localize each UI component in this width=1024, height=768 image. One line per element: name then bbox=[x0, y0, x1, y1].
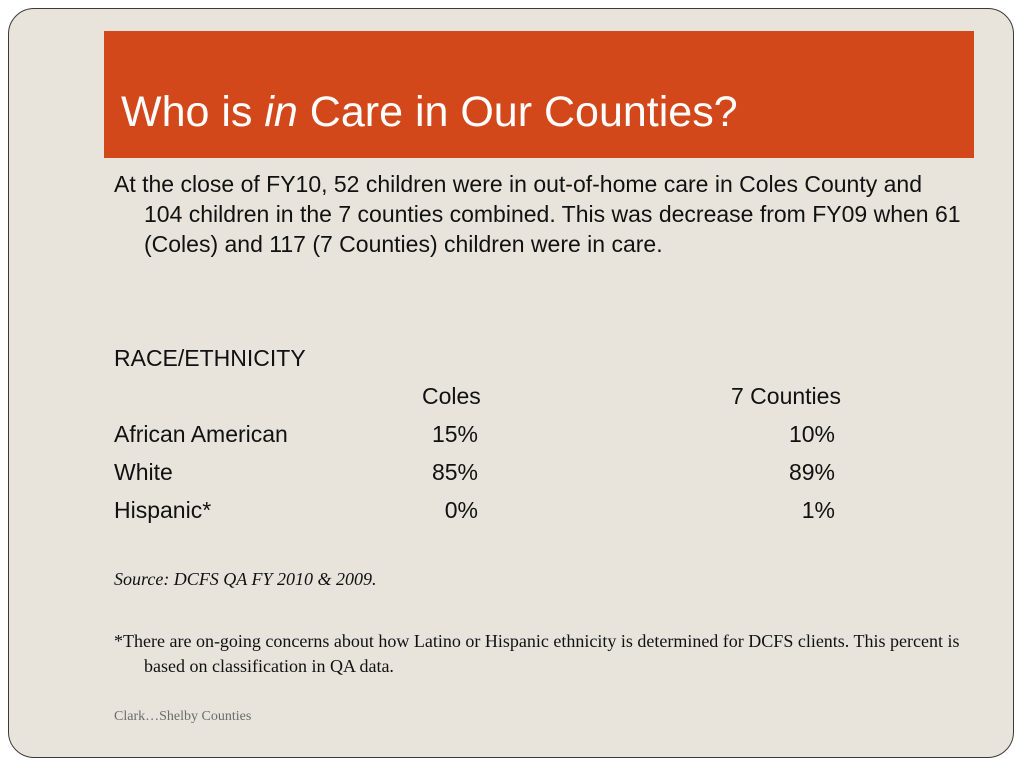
slide-title: Who is in Care in Our Counties? bbox=[121, 91, 738, 134]
column-header-7-counties: 7 Counties bbox=[731, 383, 841, 409]
table-row: African American 15% 10% bbox=[114, 415, 964, 453]
slide: Who is in Care in Our Counties? At the c… bbox=[8, 8, 1014, 758]
intro-emphasis: decrease bbox=[658, 201, 754, 227]
intro-text-part2: from FY09 when 61 (Coles) and 117 (7 Cou… bbox=[144, 201, 961, 257]
slide-body: At the close of FY10, 52 children were i… bbox=[114, 169, 964, 676]
table-heading: RACE/ETHNICITY bbox=[114, 345, 306, 371]
coles-value: 15% bbox=[431, 421, 478, 447]
race-ethnicity-table: RACE/ETHNICITY Coles 7 Counties African … bbox=[114, 339, 964, 529]
seven-counties-value: 10% bbox=[788, 421, 835, 447]
row-label: White bbox=[114, 459, 173, 485]
slide-footer: Clark…Shelby Counties bbox=[114, 709, 252, 724]
table-column-header-row: Coles 7 Counties bbox=[114, 377, 964, 415]
title-text-before: Who is bbox=[121, 88, 265, 136]
table-heading-row: RACE/ETHNICITY bbox=[114, 339, 964, 377]
row-label: Hispanic* bbox=[114, 497, 212, 523]
footnote: *There are on-going concerns about how L… bbox=[114, 631, 960, 676]
title-text-after: Care in Our Counties? bbox=[297, 88, 738, 136]
seven-counties-value: 89% bbox=[788, 459, 835, 485]
seven-counties-value: 1% bbox=[801, 497, 835, 523]
intro-text-part1: At the close of FY10, 52 children were i… bbox=[114, 171, 922, 227]
table-row: Hispanic* 0% 1% bbox=[114, 491, 964, 529]
title-bar: Who is in Care in Our Counties? bbox=[104, 31, 974, 158]
table-row: White 85% 89% bbox=[114, 453, 964, 491]
coles-value: 0% bbox=[444, 497, 478, 523]
source-note: Source: DCFS QA FY 2010 & 2009. bbox=[114, 569, 377, 589]
intro-paragraph: At the close of FY10, 52 children were i… bbox=[114, 169, 964, 259]
title-emphasis: in bbox=[264, 88, 298, 136]
row-label: African American bbox=[114, 421, 288, 447]
column-header-coles: Coles bbox=[422, 383, 481, 409]
coles-value: 85% bbox=[431, 459, 478, 485]
